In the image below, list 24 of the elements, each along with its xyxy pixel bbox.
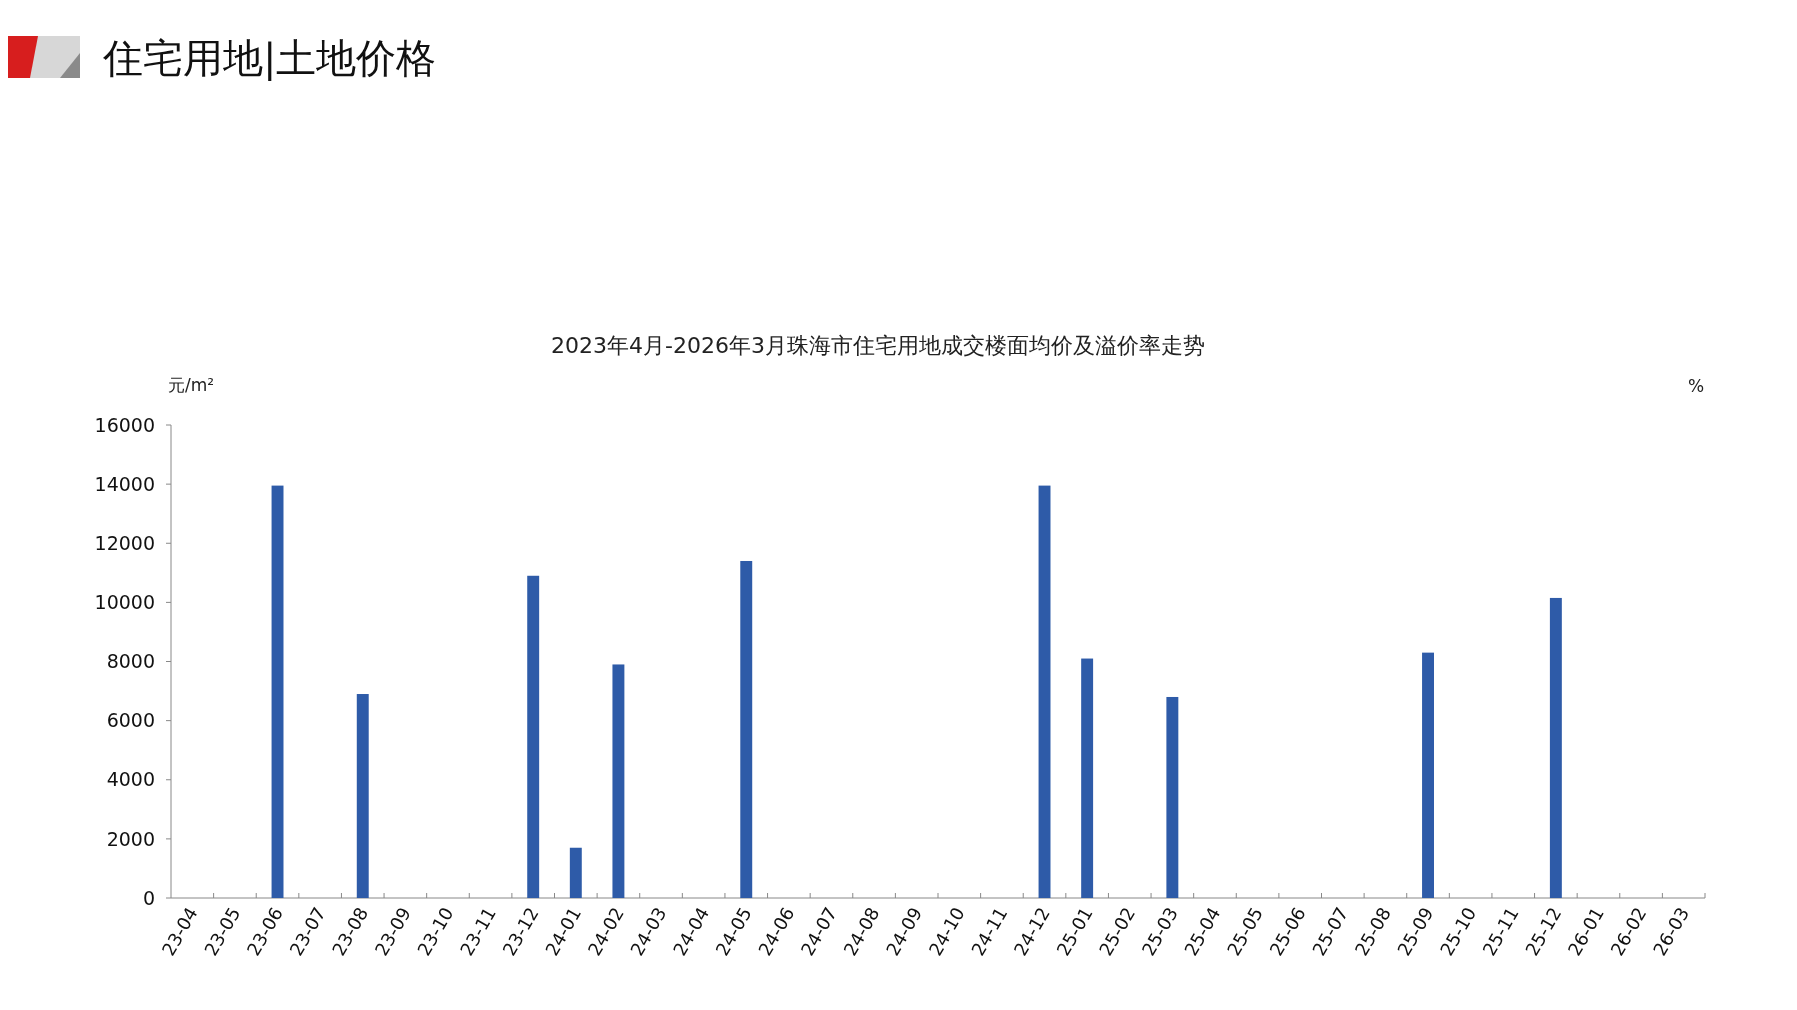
y2-axis-title: %: [1687, 376, 1705, 396]
chart-subtitle: 2023年4月-2026年3月珠海市住宅用地成交楼面均价及溢价率走势: [551, 333, 1205, 358]
bar: [612, 664, 625, 898]
y-tick-label: 4000: [106, 768, 155, 791]
y-tick-label: 8000: [106, 650, 155, 673]
y-tick-label: 16000: [94, 413, 155, 436]
bar: [1549, 597, 1562, 898]
y-tick-label: 10000: [94, 591, 155, 614]
y-axis-title: 元/m²: [168, 375, 215, 395]
bar: [569, 847, 582, 898]
bar: [1038, 485, 1051, 898]
bar: [1422, 652, 1434, 898]
bar: [527, 575, 540, 898]
bar: [356, 694, 369, 898]
y-tick-label: 2000: [106, 827, 155, 850]
y-tick-label: 12000: [94, 531, 155, 554]
y-tick-label: 14000: [94, 472, 155, 495]
y-tick-label: 6000: [106, 709, 155, 732]
bar: [271, 485, 284, 898]
chart-title: 住宅用地|土地价格: [102, 35, 437, 81]
bar: [740, 560, 753, 898]
bar: [1081, 658, 1094, 898]
bar: [1166, 696, 1179, 898]
y-tick-label: 0: [142, 886, 155, 909]
